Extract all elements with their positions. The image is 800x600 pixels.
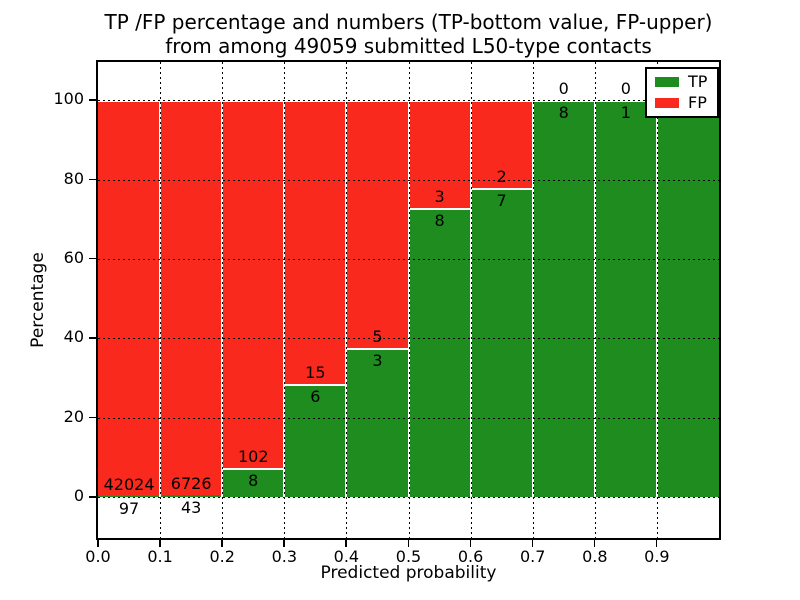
x-tick-label: 0.5: [395, 547, 422, 566]
legend-item: TP: [655, 74, 707, 90]
bar-fp-segment: [346, 100, 409, 349]
x-tick-label: 0.2: [209, 547, 235, 566]
tp-count-label: 97: [118, 499, 140, 519]
y-tick: [89, 496, 96, 498]
x-tick: [655, 540, 658, 547]
bar-fp-segment: [470, 100, 533, 189]
x-tick-label: 0.7: [519, 547, 546, 566]
bar-tp-segment: [656, 100, 719, 498]
bar-tp-segment: [222, 468, 285, 498]
bar-tp-segment: [98, 496, 161, 498]
fp-count-label: 5: [372, 327, 383, 347]
bar-tp-segment: [470, 188, 533, 498]
fp-legend-swatch: [655, 98, 679, 108]
y-tick-label: 80: [63, 168, 84, 188]
fp-count-label: 42024: [103, 475, 155, 495]
tp-count-label: 8: [248, 471, 259, 491]
gridline-vertical: [408, 62, 410, 538]
y-tick: [89, 99, 96, 101]
bar-tp-segment: [346, 348, 409, 498]
fp-count-label: 2: [496, 167, 507, 187]
gridline-vertical: [346, 62, 348, 538]
tp-count-label: 8: [558, 103, 569, 123]
chart-title: TP /FP percentage and numbers (TP-bottom…: [98, 10, 719, 58]
y-tick-label: 40: [63, 327, 84, 347]
y-tick: [89, 178, 96, 180]
bar-tp-segment: [532, 100, 595, 498]
tp-count-label: 8: [434, 211, 445, 231]
bar-fp-segment: [160, 100, 223, 495]
chart-title-line1: TP /FP percentage and numbers (TP-bottom…: [104, 10, 713, 34]
y-axis-label: Percentage: [28, 252, 48, 348]
x-tick-label: 0.9: [644, 547, 670, 566]
x-tick-label: 0.0: [85, 547, 111, 566]
gridline-vertical: [284, 62, 286, 538]
x-tick-label: 0.4: [333, 547, 360, 566]
gridline-vertical: [470, 62, 472, 538]
fp-count-label: 0: [620, 79, 631, 99]
bar-fp-segment: [284, 100, 347, 384]
x-tick-label: 0.8: [582, 547, 608, 566]
fp-count-label: 3: [434, 187, 445, 207]
legend-item: FP: [655, 95, 707, 111]
bar-tp-segment: [160, 494, 223, 498]
fp-count-label: 0: [558, 79, 569, 99]
gridline-vertical: [594, 62, 596, 538]
y-tick: [89, 337, 96, 339]
y-tick-label: 0: [73, 486, 84, 506]
gridline-vertical: [532, 62, 534, 538]
gridline-vertical: [222, 62, 224, 538]
x-tick-label: 0.3: [271, 547, 298, 566]
bar-fp-segment: [222, 100, 285, 469]
tp-count-label: 43: [180, 497, 202, 517]
tp-count-label: 7: [496, 191, 507, 211]
legend-label: TP: [688, 72, 708, 91]
y-tick: [89, 416, 96, 419]
legend: TP FP: [645, 67, 720, 118]
fp-count-label: 102: [237, 447, 269, 467]
tp-count-label: 6: [310, 386, 321, 406]
x-tick: [97, 540, 99, 547]
tp-count-label: 3: [372, 351, 383, 371]
bar-fp-segment: [98, 100, 161, 497]
gridline-vertical: [160, 62, 162, 538]
x-tick: [531, 540, 534, 547]
y-tick: [89, 257, 96, 260]
x-axis-label: Predicted probability: [320, 563, 497, 583]
fp-count-label: 15: [305, 362, 326, 382]
x-tick: [159, 540, 161, 547]
bar-tp-segment: [408, 208, 471, 498]
x-tick: [283, 540, 285, 547]
y-tick-label: 60: [63, 247, 84, 267]
x-tick: [221, 540, 223, 547]
plot-area: 42024976726431028156533827080101: [96, 60, 721, 540]
bar-fp-segment: [408, 100, 471, 209]
x-tick: [407, 540, 409, 547]
chart-title-line2: from among 49059 submitted L50-type cont…: [165, 34, 652, 58]
x-tick: [345, 540, 347, 547]
x-tick: [593, 540, 596, 547]
gridline-vertical: [656, 62, 658, 538]
x-tick-label: 0.6: [457, 547, 484, 566]
y-tick-label: 20: [63, 406, 84, 426]
y-tick-label: 100: [53, 89, 84, 109]
x-tick-label: 0.1: [147, 547, 173, 566]
bar-tp-segment: [284, 383, 347, 498]
fp-count-label: 6726: [170, 473, 212, 493]
x-tick: [469, 540, 472, 547]
legend-label: FP: [688, 93, 707, 112]
bar-tp-segment: [594, 100, 657, 498]
tp-count-label: 1: [620, 103, 631, 123]
tp-legend-swatch: [655, 77, 679, 87]
